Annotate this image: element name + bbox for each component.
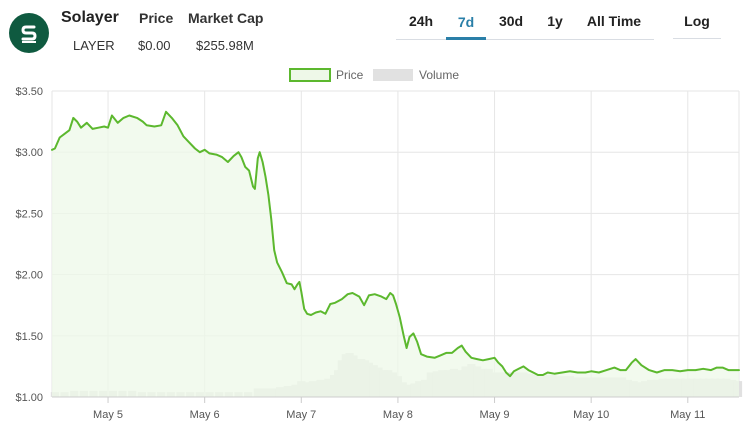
tab-7d[interactable]: 7d xyxy=(446,4,486,40)
legend-price-label: Price xyxy=(336,68,364,82)
y-tick-label: $3.00 xyxy=(15,147,43,159)
x-tick-label: May 7 xyxy=(286,409,316,421)
market-cap-value: $255.98M xyxy=(196,38,254,53)
x-tick-label: May 6 xyxy=(190,409,220,421)
legend-price-swatch[interactable] xyxy=(289,68,331,82)
solayer-logo-icon xyxy=(21,25,37,43)
tab-all-time[interactable]: All Time xyxy=(586,12,642,29)
y-tick-label: $1.00 xyxy=(15,392,43,404)
price-area-fill xyxy=(52,111,739,398)
log-scale-button[interactable]: Log xyxy=(673,4,721,39)
tab-24h[interactable]: 24h xyxy=(408,12,434,29)
chart-legend: Price Volume xyxy=(289,68,459,82)
y-tick-label: $3.50 xyxy=(15,86,43,98)
coin-name: Solayer xyxy=(61,9,119,26)
time-range-tabs: 24h 7d 30d 1y All Time xyxy=(396,4,654,40)
price-value: $0.00 xyxy=(138,38,171,53)
price-line[interactable] xyxy=(51,110,740,378)
solayer-logo xyxy=(9,13,49,53)
tab-30d[interactable]: 30d xyxy=(498,12,524,29)
y-tick-label: $2.00 xyxy=(15,270,43,282)
tab-1y[interactable]: 1y xyxy=(547,12,563,29)
market-cap-label: Market Cap xyxy=(188,10,264,26)
legend-volume-label: Volume xyxy=(419,68,459,82)
price-label: Price xyxy=(139,10,174,26)
coin-symbol: LAYER xyxy=(73,38,115,53)
y-tick-label: $1.50 xyxy=(15,331,43,343)
y-tick-label: $2.50 xyxy=(15,208,43,220)
x-tick-label: May 8 xyxy=(383,409,413,421)
x-tick-label: May 5 xyxy=(93,409,123,421)
legend-volume-swatch[interactable] xyxy=(373,69,413,81)
x-tick-label: May 11 xyxy=(670,409,705,421)
x-tick-label: May 9 xyxy=(480,409,510,421)
x-tick-label: May 10 xyxy=(573,409,609,421)
